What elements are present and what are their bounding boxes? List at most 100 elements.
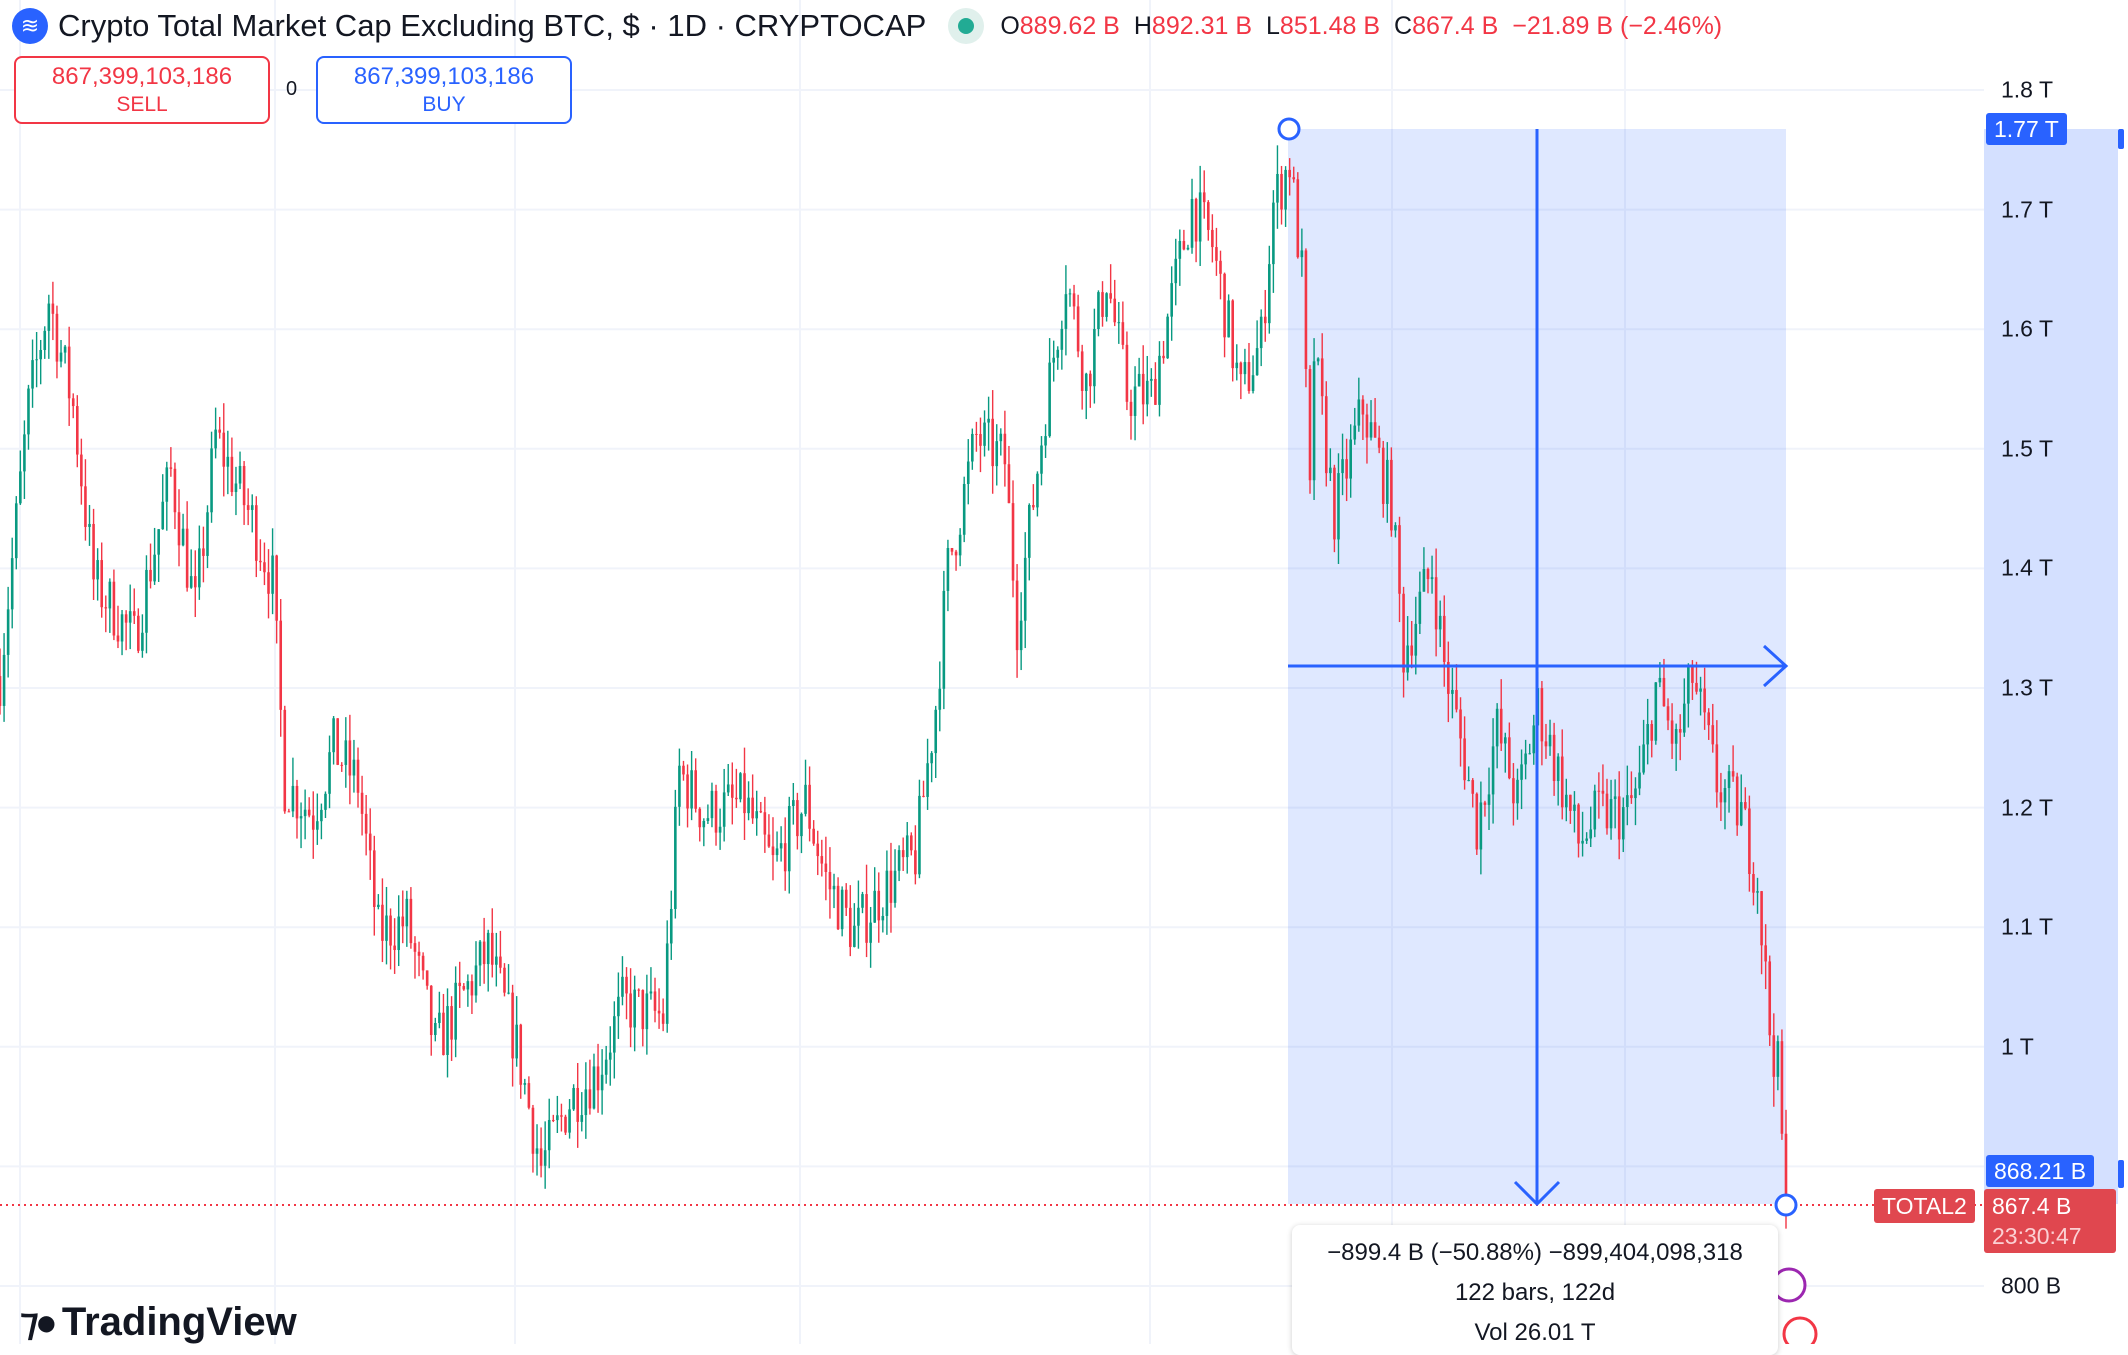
candle-body [1585,838,1588,841]
candle-body [1361,399,1365,415]
buy-button[interactable]: 867,399,103,186 BUY [316,56,572,124]
candle-body [181,528,185,546]
market-status-icon[interactable] [948,8,985,44]
ohlc-value: −21.89 B (−2.46%) [1512,11,1723,40]
candle-body [1373,422,1377,438]
candle-body [637,989,641,991]
candle-body [1414,623,1418,656]
candle-body [995,441,999,467]
candle-body [649,991,653,994]
candle-body [189,576,193,588]
measure-bars: 122 bars, 122d [1454,1279,1616,1306]
spread-value: 0 [286,78,298,100]
candle-body [1381,447,1385,504]
candle-body [1227,300,1230,338]
measure-start-handle[interactable] [1277,117,1301,141]
candle-body [1369,422,1373,438]
candle-body [1467,780,1470,782]
candle-body [1324,396,1328,474]
candle-body [816,843,820,857]
us-flag-event-icon[interactable] [1782,1316,1818,1344]
candle-body [840,889,844,930]
candle-body [385,915,388,941]
candle-body [792,800,795,807]
candle-body [352,759,356,776]
candle-body [1064,294,1068,329]
candle-body [283,709,287,812]
candle-body [1695,682,1698,692]
candle-body [2,654,6,706]
ohlc-key: O [1000,11,1020,40]
candle-body [1410,645,1414,656]
candle-body [836,885,840,930]
candle-body [1479,802,1483,850]
candle-body [1752,874,1755,893]
candle-body [1101,292,1104,317]
candle-body [897,850,901,871]
candle-body [263,562,266,573]
ohlc-item: O889.62 B [1000,12,1120,41]
candle-body [674,806,677,909]
candle-body [100,560,104,608]
axis-scroll-handle-top[interactable] [2118,129,2124,149]
candle-body [31,360,34,389]
candle-body [108,581,112,609]
candle-body [75,406,79,455]
candle-body [67,346,71,399]
candle-body [564,1116,567,1133]
candle-body [511,992,514,1059]
candle-body [1780,1041,1784,1134]
candle-body [1145,380,1149,405]
candle-body [991,418,994,467]
candle-body [1080,351,1084,391]
candle-body [669,908,673,944]
price-axis-label: 800 B [2001,1272,2062,1299]
candle-body [983,422,986,446]
candle-body [527,1083,531,1108]
candle-body [617,996,620,1017]
sell-button[interactable]: 867,399,103,186 SELL [14,56,270,124]
candle-body [1471,780,1475,794]
candle-body [551,1119,555,1121]
candle-body [1731,771,1735,777]
candle-body [1565,794,1568,808]
candle-body [1524,753,1527,765]
candle-body [507,992,510,994]
candle-body [690,770,693,809]
measure-arrows [1288,129,1789,1207]
candle-body [381,904,384,941]
candle-body [104,607,108,609]
ohlc-key: H [1133,11,1152,40]
candle-body [722,792,726,827]
candle-body [653,991,657,1011]
candle-body [466,981,470,990]
candle-body [828,872,832,890]
candle-body [153,554,156,582]
candle-body [291,785,295,812]
candle-body [1072,293,1076,307]
candle-body [1219,260,1222,274]
candle-body [539,1148,543,1166]
candle-body [80,454,83,487]
axis-scroll-handle-bottom[interactable] [2118,1160,2124,1188]
candle-body [311,815,315,830]
candle-body [645,993,649,1030]
measure-end-handle[interactable] [1774,1193,1798,1217]
candle-body [751,797,754,819]
candle-body [800,813,803,837]
candle-body [975,433,978,435]
candles [0,145,1788,1229]
candle-body [1528,753,1531,755]
tradingview-logo[interactable]: ⁊● TradingView [20,1300,297,1345]
candle-body [1068,293,1072,295]
candle-body [450,1006,453,1040]
candle-body [470,981,474,996]
candle-body [413,943,417,952]
candle-body [332,718,335,753]
symbol-title[interactable]: Crypto Total Market Cap Excluding BTC, $… [58,8,927,43]
candle-body [23,434,26,472]
candle-body [88,523,91,527]
price-axis-label: 1.7 T [2001,196,2053,223]
candle-body [1601,790,1605,794]
